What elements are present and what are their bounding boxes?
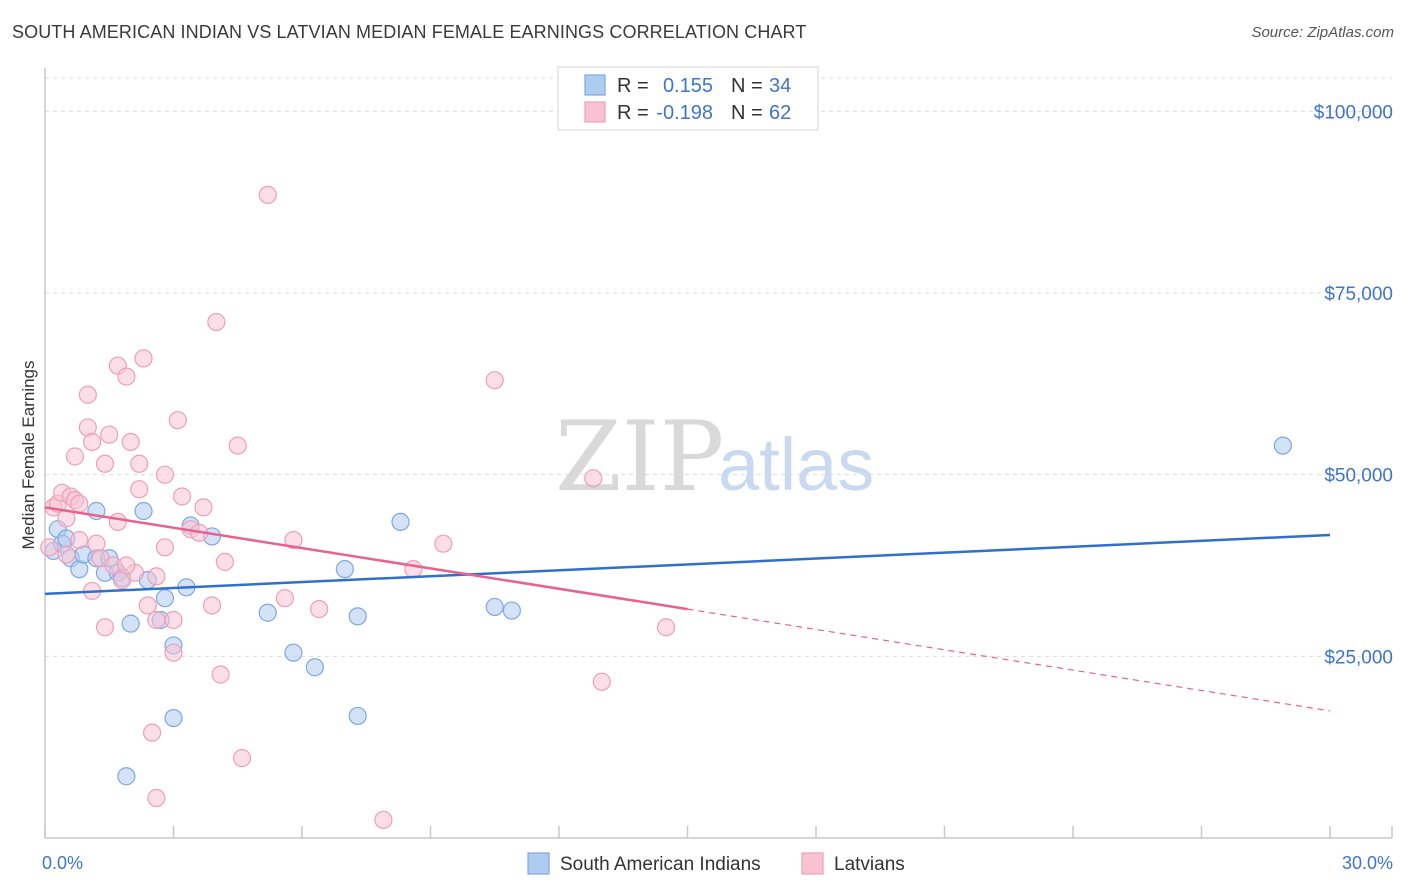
legend-swatch-1: [584, 101, 606, 123]
legend-n-label-0: N =: [731, 75, 763, 97]
point-latvian-53: [374, 810, 393, 829]
legend-n-label-1: N =: [731, 102, 763, 124]
point-latvian-39: [172, 487, 192, 506]
point-latvian-26: [130, 454, 149, 473]
point-south-american-indian-30: [485, 597, 504, 617]
point-latvian-47: [228, 436, 247, 455]
point-south-american-indian-17: [155, 589, 175, 608]
axes: [44, 68, 1393, 839]
point-latvian-38: [168, 411, 187, 430]
trend-lines: [44, 506, 1331, 712]
point-latvian-42: [194, 498, 213, 517]
point-latvian-30: [142, 723, 162, 742]
point-latvian-49: [258, 185, 277, 204]
trend-latvian-dashed: [687, 608, 1331, 712]
point-latvian-28: [134, 349, 153, 368]
legend-r-label-1: R =: [617, 102, 649, 124]
point-south-american-indian-29: [391, 512, 410, 532]
point-south-american-indian-32: [1273, 436, 1292, 455]
point-latvian-58: [592, 672, 611, 691]
trend-south-american-indian: [44, 533, 1331, 596]
tick-labels: $25,000 $50,000 $75,000 $100,000 0.0% 30.0%: [42, 102, 1393, 873]
point-south-american-indian-31: [502, 601, 521, 620]
point-latvian-18: [100, 425, 119, 444]
point-latvian-57: [584, 469, 603, 488]
point-latvian-55: [434, 534, 453, 553]
point-latvian-37: [164, 643, 183, 662]
point-south-american-indian-19: [164, 708, 183, 728]
point-south-american-indian-24: [284, 643, 303, 662]
point-latvian-20: [108, 512, 127, 532]
point-latvian-29: [138, 596, 157, 615]
chart-title: SOUTH AMERICAN INDIAN VS LATVIAN MEDIAN …: [12, 22, 807, 42]
point-south-american-indian-25: [305, 658, 324, 677]
legend-r-value-1: -0.198: [656, 102, 713, 124]
point-south-american-indian-33: [117, 767, 136, 786]
point-latvian-43: [202, 596, 222, 615]
y-tick-label-3: $100,000: [1314, 102, 1393, 123]
point-latvian-59: [656, 618, 676, 637]
point-latvian-44: [207, 312, 226, 332]
legend-r-label-0: R =: [617, 75, 649, 97]
point-latvian-45: [211, 665, 230, 684]
point-latvian-0: [40, 538, 59, 557]
point-latvian-32: [147, 567, 166, 586]
point-latvian-23: [117, 367, 136, 386]
x-tick-label-1: 30.0%: [1342, 853, 1393, 873]
y-axis-label: Median Female Earnings: [19, 361, 38, 550]
point-latvian-9: [70, 494, 89, 513]
point-latvian-12: [83, 432, 102, 452]
point-latvian-61: [117, 556, 136, 575]
y-tick-label-2: $75,000: [1324, 284, 1393, 305]
legend-r-value-0: 0.155: [663, 75, 713, 97]
grid: [45, 77, 1392, 657]
point-south-american-indian-13: [121, 614, 140, 633]
watermark: ZIP atlas: [555, 401, 874, 513]
watermark-atlas: atlas: [718, 423, 874, 506]
scatter-points: [40, 185, 1292, 829]
point-latvian-27: [130, 480, 149, 499]
point-latvian-17: [95, 618, 115, 637]
point-south-american-indian-23: [258, 603, 277, 622]
point-south-american-indian-26: [335, 560, 354, 579]
point-latvian-54: [404, 560, 423, 579]
point-south-american-indian-28: [348, 706, 367, 726]
trend-latvian-solid: [44, 506, 688, 611]
bottom-legend-swatch-0: [527, 852, 550, 875]
point-latvian-34: [155, 465, 175, 484]
legend-swatch-0: [584, 74, 606, 96]
point-latvian-33: [147, 788, 166, 808]
y-tick-label-1: $50,000: [1324, 466, 1393, 487]
point-latvian-31: [147, 610, 166, 630]
point-latvian-24: [121, 432, 140, 452]
point-latvian-35: [155, 538, 175, 557]
legend-n-value-1: 62: [769, 102, 791, 124]
point-latvian-36: [164, 610, 183, 630]
bottom-legend: South American Indians Latvians: [527, 852, 905, 875]
y-tick-label-0: $25,000: [1324, 647, 1393, 668]
point-latvian-60: [57, 545, 76, 564]
point-latvian-8: [70, 530, 89, 550]
point-south-american-indian-14: [134, 501, 153, 521]
point-latvian-46: [215, 552, 234, 571]
legend-n-value-0: 34: [769, 75, 791, 97]
x-tick-label-0: 0.0%: [42, 853, 83, 873]
point-latvian-51: [284, 530, 303, 550]
point-latvian-11: [78, 385, 97, 404]
point-latvian-48: [232, 748, 252, 768]
point-latvian-7: [65, 447, 85, 466]
point-south-american-indian-27: [348, 607, 367, 626]
point-latvian-16: [95, 454, 115, 473]
bottom-legend-label-0: South American Indians: [560, 854, 761, 875]
watermark-zip: ZIP: [555, 401, 724, 513]
point-latvian-50: [275, 589, 294, 608]
legend: R = 0.155 N = 34 R = -0.198 N = 62: [557, 66, 819, 131]
point-latvian-52: [310, 599, 329, 619]
bottom-legend-label-1: Latvians: [834, 854, 905, 875]
point-latvian-56: [485, 371, 504, 390]
source-note: Source: ZipAtlas.com: [1251, 24, 1394, 41]
bottom-legend-swatch-1: [801, 852, 824, 875]
